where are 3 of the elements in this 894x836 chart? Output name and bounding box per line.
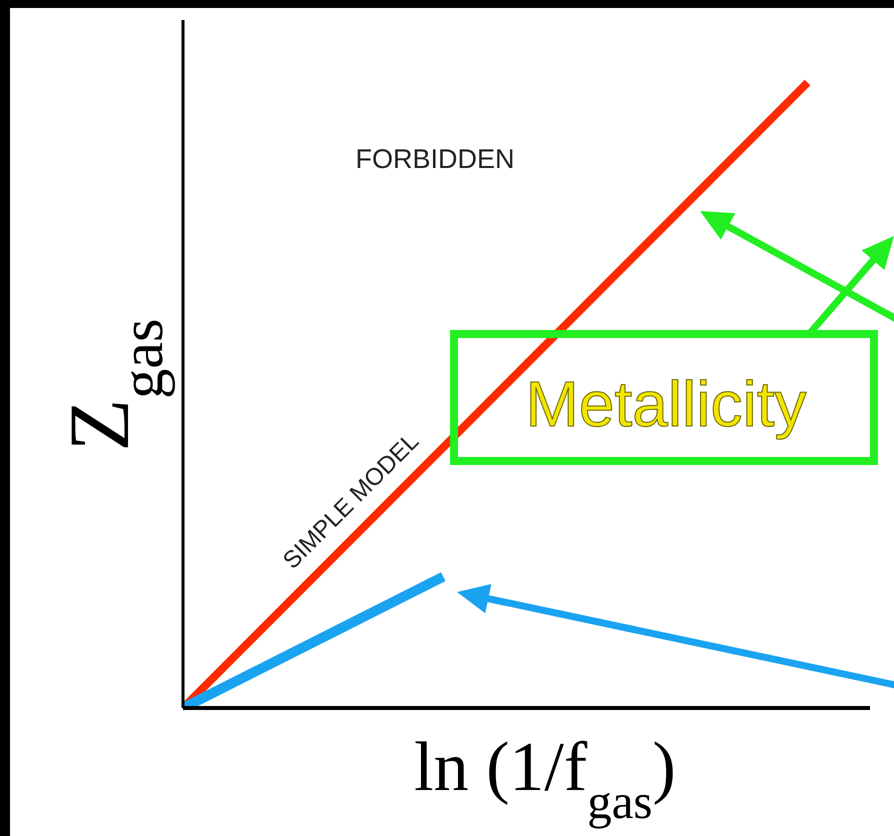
annotation: Metallicity <box>526 368 806 440</box>
x-axis-title: ln (1/f$_{gas}$) <box>414 729 676 828</box>
annotation: FORBIDDEN <box>355 144 515 174</box>
